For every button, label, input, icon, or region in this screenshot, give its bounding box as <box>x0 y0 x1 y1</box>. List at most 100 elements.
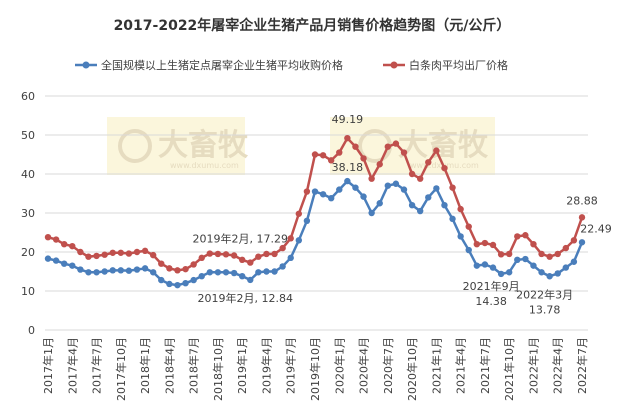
data-point <box>400 149 408 156</box>
data-point <box>336 149 343 156</box>
x-tick-label: 2022年7月 <box>575 337 589 394</box>
data-point <box>352 143 359 150</box>
y-tick-label: 0 <box>28 324 35 337</box>
data-point <box>408 170 416 178</box>
data-point <box>166 265 173 272</box>
data-label: 49.19 <box>332 113 364 126</box>
y-tick-label: 20 <box>21 246 35 259</box>
data-point <box>255 269 262 276</box>
data-point <box>263 250 270 258</box>
y-tick-label: 10 <box>21 285 35 298</box>
chart-title: 2017-2022年屠宰企业生猪产品月销售价格趋势图（元/公斤） <box>114 17 511 34</box>
data-point <box>182 280 189 287</box>
data-point <box>433 147 440 154</box>
data-point <box>247 276 254 284</box>
data-point <box>279 263 286 270</box>
y-tick-label: 30 <box>21 207 35 220</box>
data-point <box>117 267 125 274</box>
data-point <box>368 175 375 182</box>
data-point <box>327 194 335 202</box>
data-point <box>230 269 238 277</box>
data-point <box>206 250 214 257</box>
data-label: 2021年9月 14.38 <box>463 279 520 308</box>
x-tick-label: 2019年10月 <box>308 337 322 401</box>
data-point <box>514 256 521 263</box>
data-point <box>93 252 100 260</box>
x-tick-label: 2022年1月 <box>526 337 540 394</box>
x-tick-label: 2021年7月 <box>478 337 492 394</box>
data-point <box>287 235 294 242</box>
data-point <box>117 249 125 256</box>
y-tick-label: 40 <box>21 168 35 181</box>
data-point <box>125 250 133 257</box>
data-point <box>166 280 173 288</box>
data-point <box>303 188 311 195</box>
data-label-line: 2022年3月 <box>516 287 573 301</box>
data-point <box>441 164 448 172</box>
data-point <box>214 250 222 258</box>
data-point <box>473 262 481 269</box>
data-point <box>52 236 60 243</box>
legend-marker <box>390 61 398 69</box>
data-point <box>465 246 472 254</box>
data-point <box>271 250 278 258</box>
x-tick-label: 2018年10月 <box>211 337 225 401</box>
data-point <box>538 269 545 276</box>
data-point <box>69 242 76 250</box>
data-point <box>311 188 319 195</box>
data-label-line: 14.38 <box>475 295 507 308</box>
data-point <box>85 269 92 276</box>
data-point <box>489 264 497 271</box>
data-point <box>570 258 578 265</box>
x-tick-label: 2020年1月 <box>332 337 346 394</box>
watermark-box <box>107 117 245 175</box>
data-point <box>360 155 367 162</box>
legend-marker <box>82 61 90 69</box>
data-point <box>69 262 76 269</box>
data-point <box>416 207 424 215</box>
data-point <box>505 269 513 276</box>
data-point <box>222 251 230 258</box>
data-point <box>158 260 165 267</box>
watermark-url: www.dxumu.com <box>170 161 239 170</box>
data-point <box>497 270 505 278</box>
x-tick-label: 2017年10月 <box>114 337 128 401</box>
data-point <box>522 255 529 263</box>
data-point <box>327 157 335 164</box>
data-point <box>514 233 521 240</box>
legend-label: 全国规模以上生猪定点屠宰企业生猪平均收购价格 <box>101 58 343 72</box>
data-point <box>101 268 108 275</box>
data-point <box>433 185 440 192</box>
data-point <box>352 184 359 191</box>
data-point <box>238 256 246 263</box>
data-point <box>554 270 561 277</box>
data-point <box>497 251 505 258</box>
x-tick-label: 2022年4月 <box>551 337 565 394</box>
watermark: 大畜牧 www.dxumu.com 大畜牧 www.dxumu.com <box>107 117 495 175</box>
data-point <box>538 250 545 258</box>
data-point <box>344 134 351 142</box>
data-point <box>174 267 181 274</box>
data-point <box>449 184 456 191</box>
data-point <box>295 237 303 244</box>
x-tick-label: 2019年4月 <box>259 337 273 394</box>
x-tick-label: 2018年1月 <box>138 337 152 394</box>
data-point <box>562 264 570 271</box>
data-point <box>562 244 570 252</box>
data-point <box>457 233 464 240</box>
data-point <box>198 272 205 280</box>
data-point <box>368 209 375 217</box>
data-label-line: 13.78 <box>529 303 561 316</box>
x-tick-label: 2018年7月 <box>187 337 201 394</box>
data-point <box>271 268 278 275</box>
legend-item: 白条肉平均出厂价格 <box>383 58 508 72</box>
data-point <box>206 269 214 276</box>
y-tick-label: 50 <box>21 129 35 142</box>
data-point <box>392 180 400 187</box>
data-point <box>287 254 294 262</box>
data-point <box>505 250 513 258</box>
data-point <box>230 252 238 259</box>
data-point <box>376 200 383 207</box>
data-point <box>465 223 472 230</box>
x-tick-label: 2020年10月 <box>405 337 419 401</box>
